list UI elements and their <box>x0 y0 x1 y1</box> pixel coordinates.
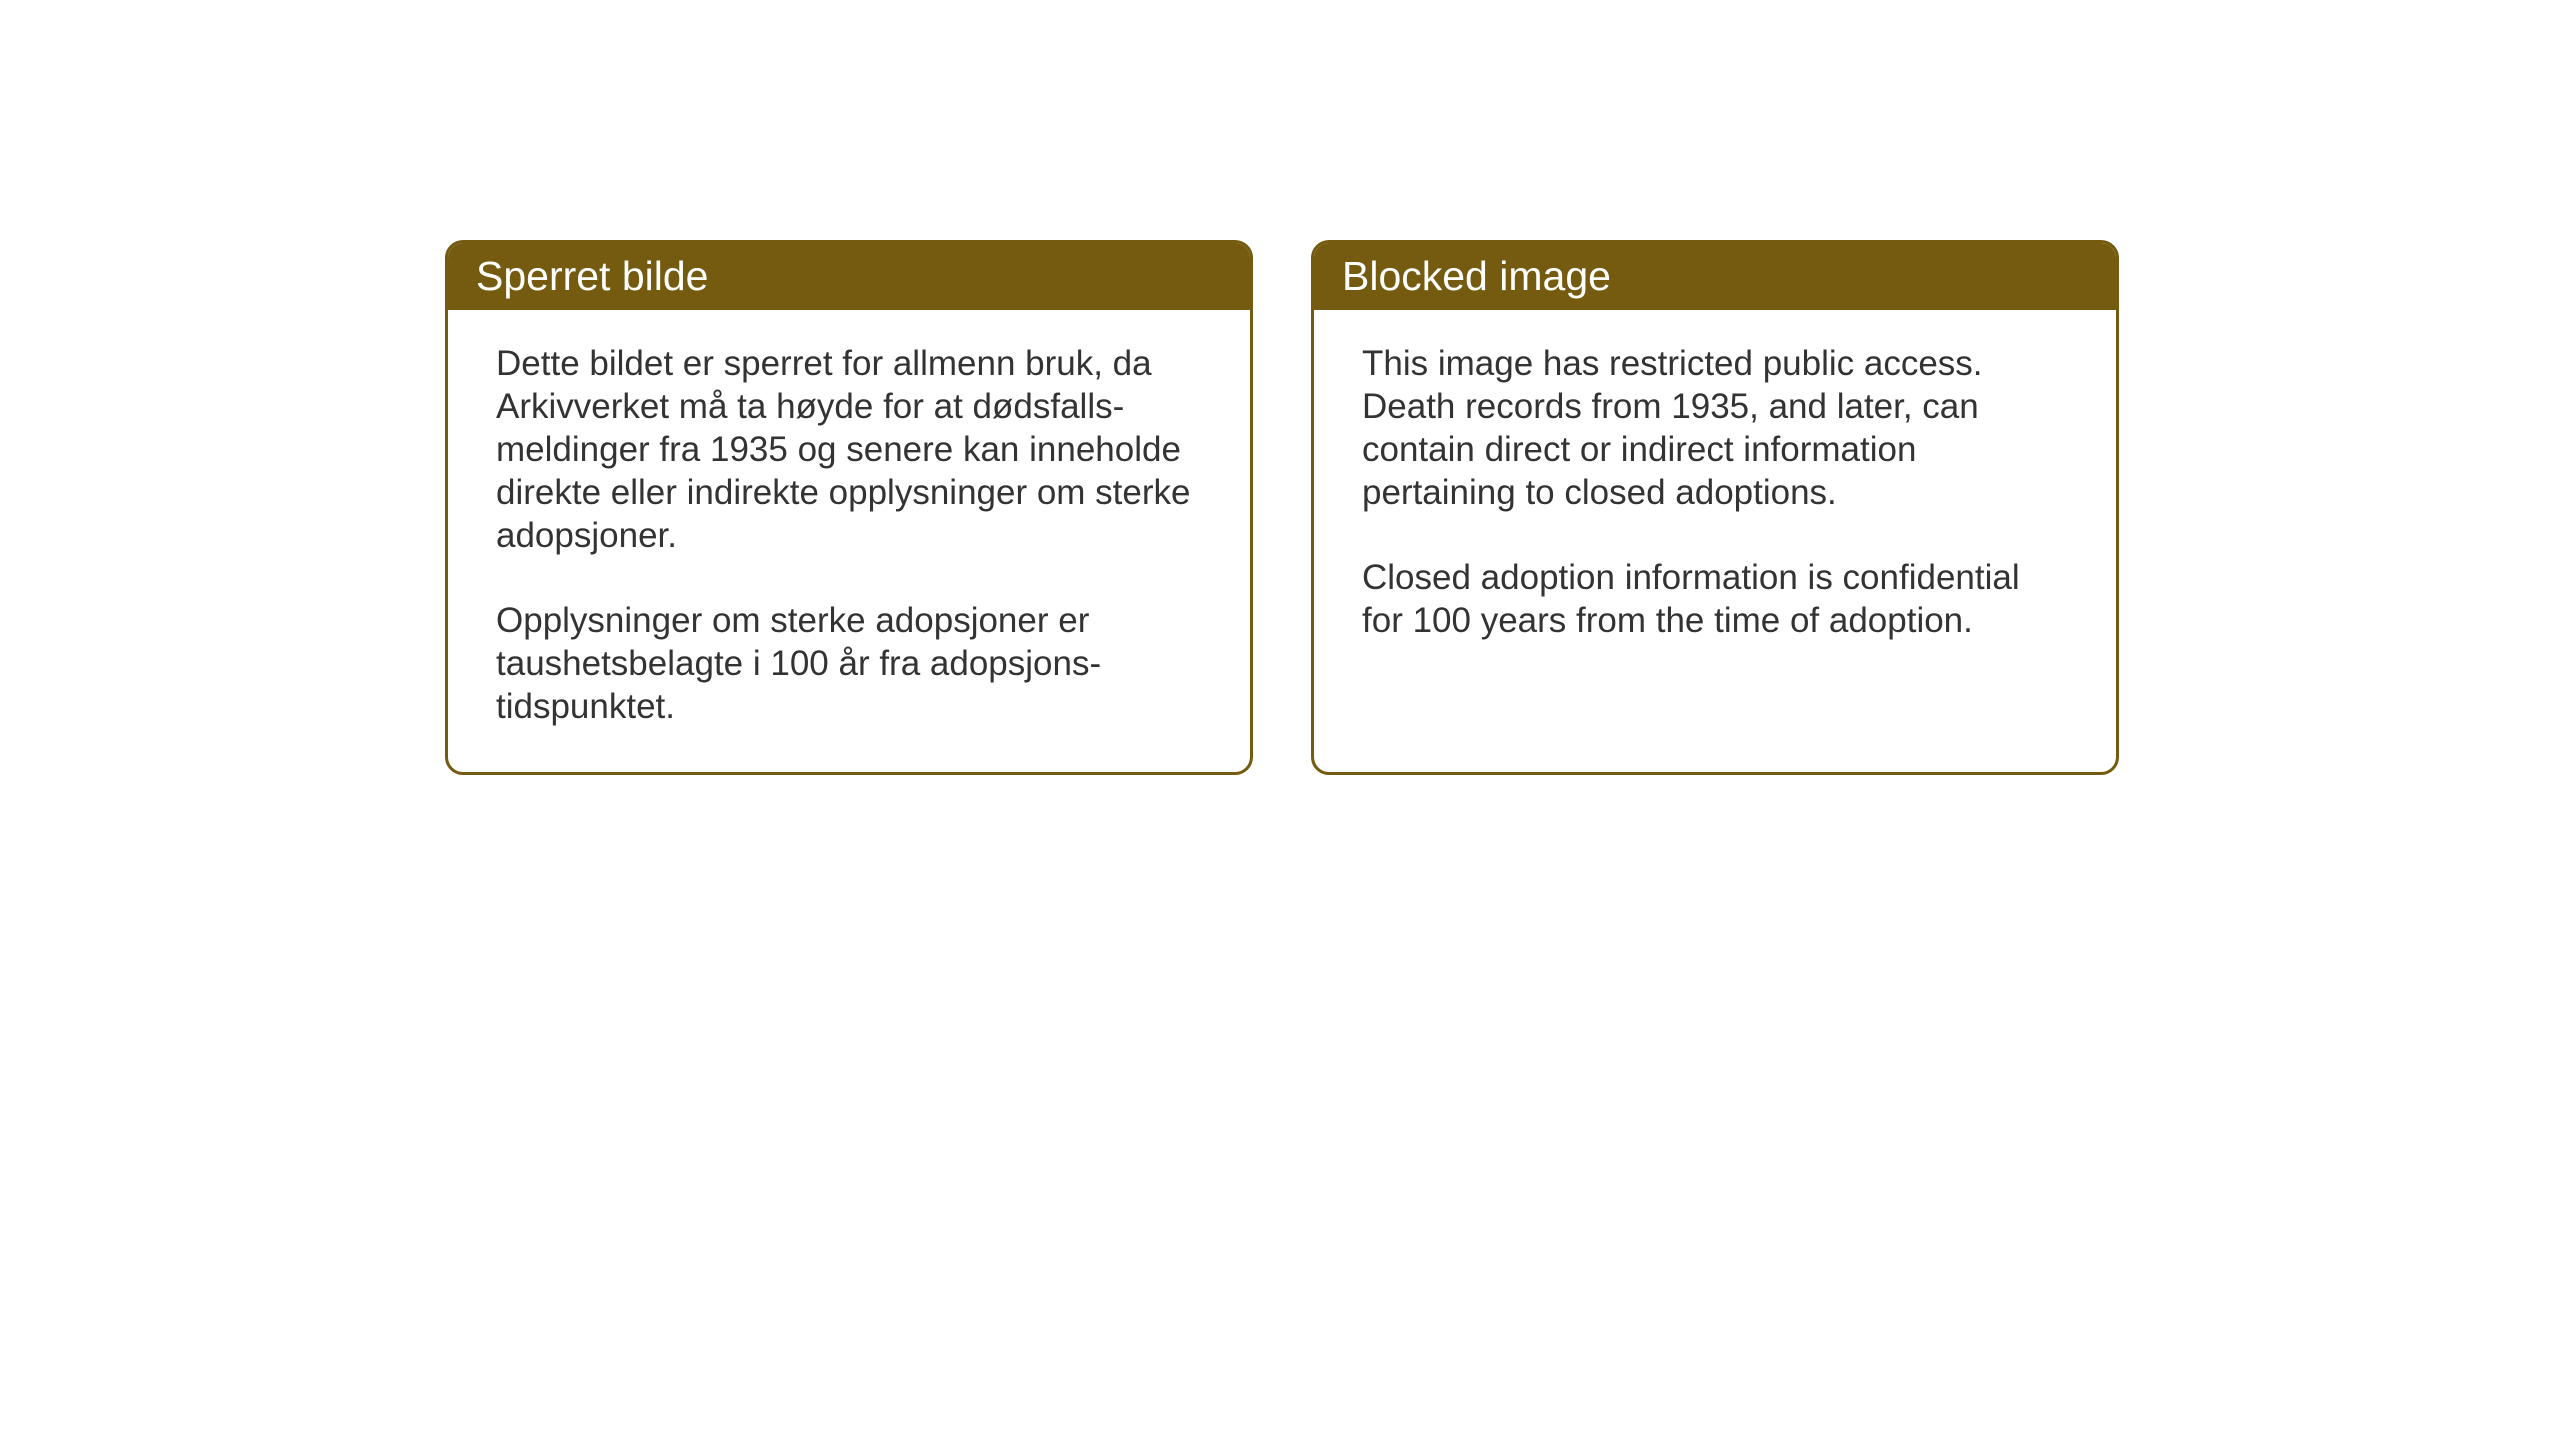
card-norwegian: Sperret bilde Dette bildet er sperret fo… <box>445 240 1253 775</box>
card-paragraph-1-norwegian: Dette bildet er sperret for allmenn bruk… <box>496 342 1202 557</box>
card-body-english: This image has restricted public access.… <box>1314 310 2116 702</box>
card-english: Blocked image This image has restricted … <box>1311 240 2119 775</box>
card-title-english: Blocked image <box>1342 253 1611 299</box>
card-paragraph-1-english: This image has restricted public access.… <box>1362 342 2068 514</box>
card-paragraph-2-norwegian: Opplysninger om sterke adopsjoner er tau… <box>496 599 1202 728</box>
cards-container: Sperret bilde Dette bildet er sperret fo… <box>445 240 2119 775</box>
card-body-norwegian: Dette bildet er sperret for allmenn bruk… <box>448 310 1250 772</box>
card-header-norwegian: Sperret bilde <box>448 243 1250 310</box>
card-paragraph-2-english: Closed adoption information is confident… <box>1362 556 2068 642</box>
card-title-norwegian: Sperret bilde <box>476 253 708 299</box>
card-header-english: Blocked image <box>1314 243 2116 310</box>
